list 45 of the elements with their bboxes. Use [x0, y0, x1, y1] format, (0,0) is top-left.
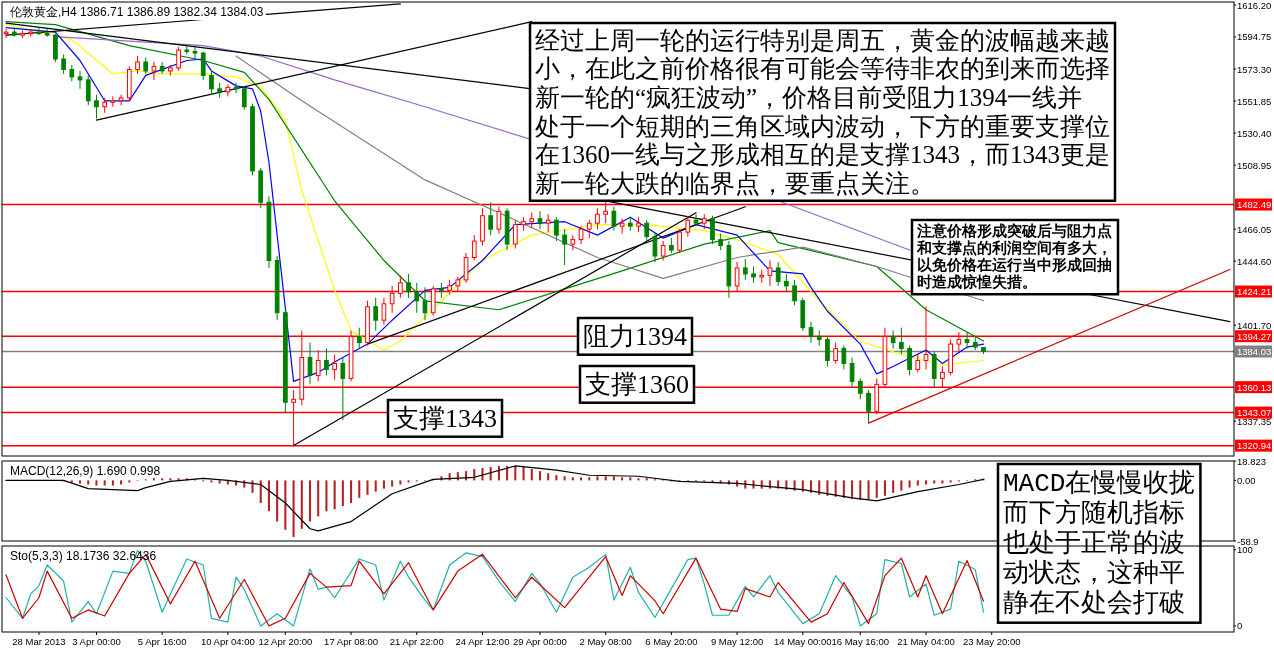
- ref-line-label: 1360.13: [1237, 381, 1272, 393]
- y-tick-label: 1466.05: [1237, 223, 1272, 235]
- x-tick-label: 12 Apr 20:00: [258, 636, 313, 647]
- chart-title: 伦敦黄金,H4 1386.71 1386.89 1382.34 1384.03: [10, 5, 264, 19]
- chart-title: MACD(12,26,9) 1.690 0.998: [10, 464, 161, 478]
- y-tick-label: 0.00: [1237, 474, 1256, 486]
- annotation: 注意价格形成突破后与阻力点和支撑点的利润空间有多大，以免价格在运行当中形成回抽时造成惊惶失措。: [916, 222, 1112, 291]
- annotation: 支撑1360: [585, 369, 689, 399]
- ref-line-label: 1424.21: [1237, 286, 1272, 298]
- x-tick-label: 5 Apr 16:00: [137, 636, 187, 647]
- x-tick-label: 17 Apr 08:00: [324, 636, 379, 647]
- y-tick-label: 1530.40: [1237, 127, 1272, 139]
- y-tick-label: 1616.20: [1237, 0, 1272, 11]
- y-tick-label: 1508.95: [1237, 159, 1272, 171]
- y-tick-label: 1594.75: [1237, 31, 1272, 43]
- y-tick-label: 100: [1237, 544, 1253, 556]
- ref-line-label: 1384.03: [1237, 345, 1272, 357]
- y-tick-label: 0: [1237, 620, 1243, 632]
- x-tick-label: 21 May 04:00: [897, 636, 955, 647]
- x-tick-label: 14 May 00:00: [774, 636, 832, 647]
- x-tick-label: 10 Apr 04:00: [200, 636, 255, 647]
- x-tick-label: 6 May 20:00: [645, 636, 698, 647]
- x-tick-label: 24 Apr 12:00: [455, 636, 510, 647]
- annotation: 支撑1343: [393, 403, 497, 433]
- y-tick-label: 1573.30: [1237, 63, 1272, 75]
- y-tick-label: 1444.60: [1237, 255, 1272, 267]
- annotation: MACD在慢慢收拢而下方随机指标也处于正常的波动状态，这种平静在不处会打破: [1003, 468, 1196, 619]
- x-tick-label: 23 May 20:00: [962, 636, 1021, 647]
- x-tick-label: 2 May 08:00: [579, 636, 632, 647]
- y-tick-label: -58.9: [1237, 535, 1259, 547]
- y-tick-label: 1401.70: [1237, 319, 1272, 331]
- x-tick-label: 9 May 12:00: [710, 636, 764, 647]
- annotation: 阻力1394: [583, 321, 687, 351]
- ref-line-label: 1482.49: [1237, 199, 1272, 211]
- y-tick-label: 18.823: [1237, 455, 1267, 467]
- annotation: 经过上周一轮的运行特别是周五，黄金的波幅越来越小，在此之前价格很有可能会等待非农的到来而选择新一轮的“疯狂波动”，价格目前受阻力1394一线并处于一个短期的三角区域内波动，下方的重要支撑位在1360一线与之形成相互的是支撑1343，而1343更是新一轮大跌的临界点，要重点关注。: [535, 26, 1110, 197]
- y-tick-label: 1551.85: [1237, 95, 1272, 107]
- ref-line-label: 1343.07: [1237, 407, 1272, 419]
- ref-line-label: 1320.94: [1237, 440, 1272, 452]
- x-tick-label: 21 Apr 22:00: [389, 636, 444, 647]
- x-tick-label: 16 May 16:00: [831, 636, 890, 647]
- ref-line-label: 1394.27: [1237, 330, 1272, 342]
- x-tick-label: 29 Apr 00:00: [513, 636, 567, 647]
- x-tick-label: 28 Mar 2013: [12, 636, 66, 647]
- x-tick-label: 3 Apr 00:00: [72, 636, 121, 647]
